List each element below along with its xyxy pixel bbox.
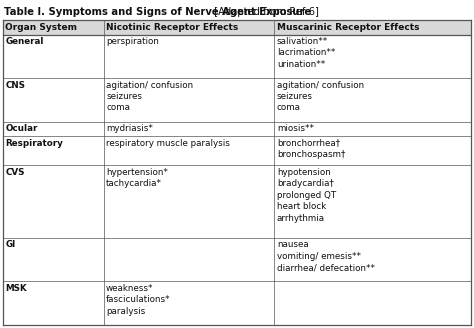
Bar <box>3 122 471 136</box>
Text: Muscarinic Receptor Effects: Muscarinic Receptor Effects <box>277 23 419 32</box>
Text: MSK: MSK <box>6 284 27 293</box>
Text: nausea
vomiting/ emesis**
diarrhea/ defecation**: nausea vomiting/ emesis** diarrhea/ defe… <box>277 240 375 272</box>
Text: agitation/ confusion
seizures
coma: agitation/ confusion seizures coma <box>277 81 364 113</box>
Text: miosis**: miosis** <box>277 124 314 133</box>
Text: CNS: CNS <box>6 81 26 90</box>
Bar <box>3 136 471 165</box>
Text: [Adapted from Ref 6]: [Adapted from Ref 6] <box>210 7 319 17</box>
Text: General: General <box>6 37 44 46</box>
Text: respiratory muscle paralysis: respiratory muscle paralysis <box>106 139 230 148</box>
Text: salivation**
lacrimation**
urination**: salivation** lacrimation** urination** <box>277 37 335 69</box>
Bar <box>3 78 471 122</box>
Text: bronchorrhea†
bronchospasm†: bronchorrhea† bronchospasm† <box>277 139 346 159</box>
Text: agitation/ confusion
seizures
coma: agitation/ confusion seizures coma <box>106 81 193 113</box>
Text: hypotension
bradycardia†
prolonged QT
heart block
arrhythmia: hypotension bradycardia† prolonged QT he… <box>277 168 336 222</box>
Text: Table I. Symptoms and Signs of Nerve Agent Exposure: Table I. Symptoms and Signs of Nerve Age… <box>4 7 311 17</box>
Text: hypertension*
tachycardia*: hypertension* tachycardia* <box>106 168 168 188</box>
Bar <box>3 281 471 325</box>
Bar <box>3 238 471 281</box>
Text: perspiration: perspiration <box>106 37 159 46</box>
Text: Organ System: Organ System <box>6 23 78 32</box>
Bar <box>3 20 471 34</box>
Bar <box>3 165 471 238</box>
Text: CVS: CVS <box>6 168 25 177</box>
Text: Ocular: Ocular <box>6 124 38 133</box>
Text: mydriasis*: mydriasis* <box>106 124 153 133</box>
Text: Respiratory: Respiratory <box>6 139 64 148</box>
Text: Nicotinic Receptor Effects: Nicotinic Receptor Effects <box>106 23 238 32</box>
Bar <box>3 34 471 78</box>
Text: weakness*
fasciculations*
paralysis: weakness* fasciculations* paralysis <box>106 284 171 316</box>
Text: GI: GI <box>6 240 16 249</box>
